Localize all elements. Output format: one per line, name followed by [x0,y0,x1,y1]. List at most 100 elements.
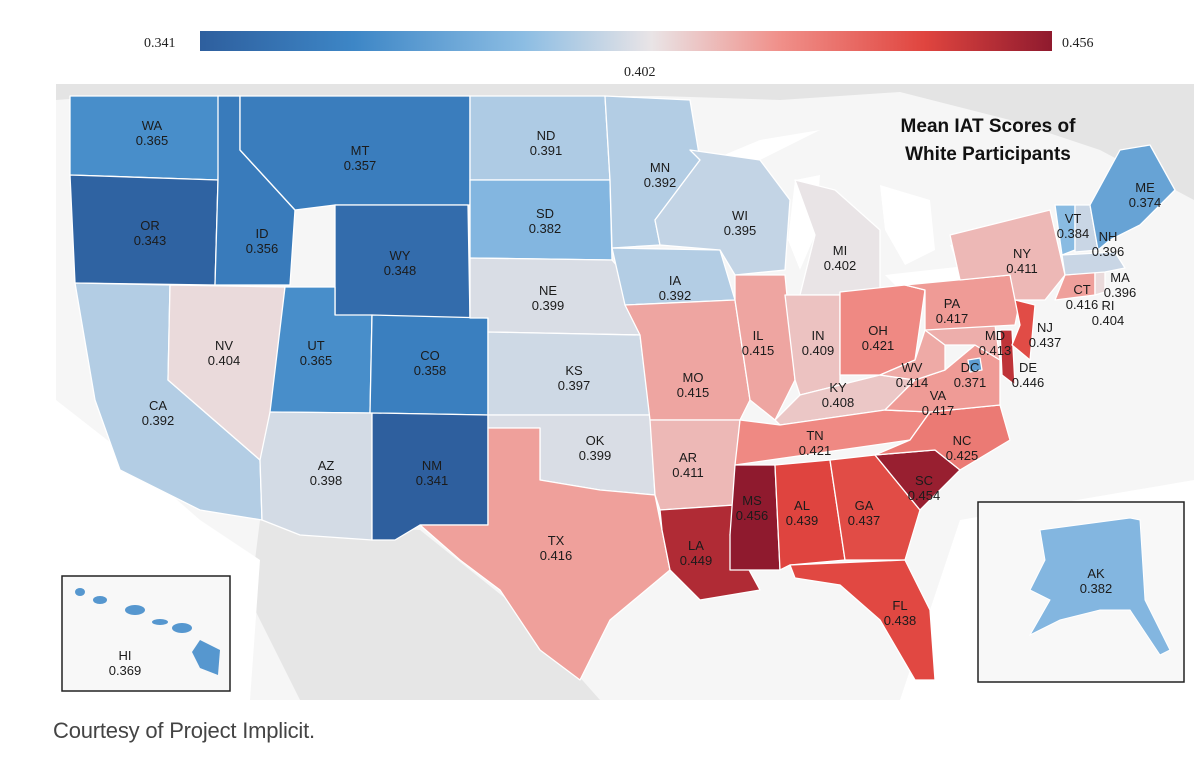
state-abbr-IL: IL [753,328,764,343]
state-label-MI: MI0.402 [824,243,857,273]
state-abbr-TN: TN [806,428,823,443]
state-value-NJ: 0.437 [1029,335,1062,350]
state-WI[interactable] [654,149,791,276]
color-scale-legend: 0.341 0.456 0.402 [144,31,1094,80]
state-abbr-NY: NY [1013,246,1031,261]
state-label-FL: FL0.438 [884,598,917,628]
state-label-NC: NC0.425 [946,433,979,463]
state-value-CA: 0.392 [142,413,175,428]
state-label-DC: DC0.371 [954,360,987,390]
state-value-ID: 0.356 [246,241,279,256]
scale-mid-label: 0.402 [624,65,656,80]
state-label-WV: WV0.414 [896,360,929,390]
state-value-NM: 0.341 [416,473,449,488]
state-label-SD: SD0.382 [529,206,562,236]
state-abbr-ME: ME [1135,180,1155,195]
state-DE[interactable] [999,329,1016,386]
scale-bar [200,31,1052,51]
state-label-VT: VT0.384 [1057,211,1090,241]
state-label-CO: CO0.358 [414,348,447,378]
state-abbr-RI: RI [1102,298,1115,313]
state-value-PA: 0.417 [936,311,969,326]
state-abbr-KS: KS [565,363,583,378]
state-value-NY: 0.411 [1006,261,1038,276]
state-value-KY: 0.408 [822,395,855,410]
state-abbr-ND: ND [537,128,556,143]
state-label-ND: ND0.391 [530,128,563,158]
state-TX[interactable] [419,427,671,681]
state-abbr-UT: UT [307,338,324,353]
state-value-IL: 0.415 [742,343,775,358]
state-abbr-HI: HI [119,648,132,663]
state-label-MN: MN0.392 [644,160,677,190]
state-value-NH: 0.396 [1092,244,1125,259]
state-value-MS: 0.456 [736,508,769,523]
state-value-RI: 0.404 [1092,313,1125,328]
state-abbr-MS: MS [742,493,762,508]
state-value-TN: 0.421 [799,443,832,458]
state-value-LA: 0.449 [680,553,713,568]
state-NY[interactable] [949,209,1066,301]
state-abbr-NC: NC [953,433,972,448]
state-label-NV: NV0.404 [208,338,241,368]
state-GA[interactable] [829,454,921,561]
image-caption: Courtesy of Project Implicit. [53,718,315,743]
state-abbr-AL: AL [794,498,810,513]
state-value-DE: 0.446 [1012,375,1045,390]
state-label-TX: TX0.416 [540,533,573,563]
state-HI[interactable] [75,588,220,675]
state-abbr-PA: PA [944,296,961,311]
state-value-VT: 0.384 [1057,226,1090,241]
state-value-WI: 0.395 [724,223,757,238]
state-DC[interactable] [967,357,983,373]
state-label-WA: WA0.365 [136,118,169,148]
state-value-FL: 0.438 [884,613,917,628]
state-abbr-MN: MN [650,160,670,175]
state-label-AZ: AZ0.398 [310,458,343,488]
state-label-HI: HI0.369 [109,648,142,678]
state-label-VA: VA0.417 [922,388,955,418]
state-MA[interactable] [1061,251,1126,276]
state-abbr-WY: WY [390,248,411,263]
state-value-MD: 0.413 [979,343,1012,358]
state-abbr-WA: WA [142,118,163,133]
state-value-KS: 0.397 [558,378,591,393]
state-label-CT: CT0.416 [1066,282,1099,312]
state-abbr-ID: ID [256,226,269,241]
state-ME[interactable] [1089,144,1176,251]
state-label-NM: NM0.341 [416,458,449,488]
state-label-IN: IN0.409 [802,328,835,358]
state-AL[interactable] [774,459,846,571]
state-abbr-MA: MA [1110,270,1130,285]
state-label-MD: MD0.413 [979,328,1012,358]
state-value-MO: 0.415 [677,385,710,400]
state-value-IN: 0.409 [802,343,835,358]
state-abbr-SC: SC [915,473,933,488]
state-value-AZ: 0.398 [310,473,343,488]
state-abbr-VA: VA [930,388,947,403]
state-value-SD: 0.382 [529,221,562,236]
state-value-WV: 0.414 [896,375,929,390]
scale-min-label: 0.341 [144,36,176,51]
state-NJ[interactable] [1011,299,1036,361]
state-abbr-WI: WI [732,208,748,223]
state-abbr-NH: NH [1099,229,1118,244]
state-AK[interactable] [1028,517,1171,656]
state-label-KY: KY0.408 [822,380,855,410]
state-label-OH: OH0.421 [862,323,895,353]
state-label-NH: NH0.396 [1092,229,1125,259]
state-abbr-OK: OK [586,433,605,448]
state-label-TN: TN0.421 [799,428,832,458]
state-value-AK: 0.382 [1080,581,1113,596]
state-value-WY: 0.348 [384,263,417,278]
state-abbr-FL: FL [892,598,907,613]
state-abbr-CO: CO [420,348,440,363]
state-abbr-NM: NM [422,458,442,473]
state-value-CT: 0.416 [1066,297,1099,312]
state-abbr-DC: DC [961,360,980,375]
state-MS[interactable] [729,464,781,571]
state-FL[interactable] [789,559,936,681]
state-abbr-NV: NV [215,338,233,353]
state-abbr-MI: MI [833,243,847,258]
